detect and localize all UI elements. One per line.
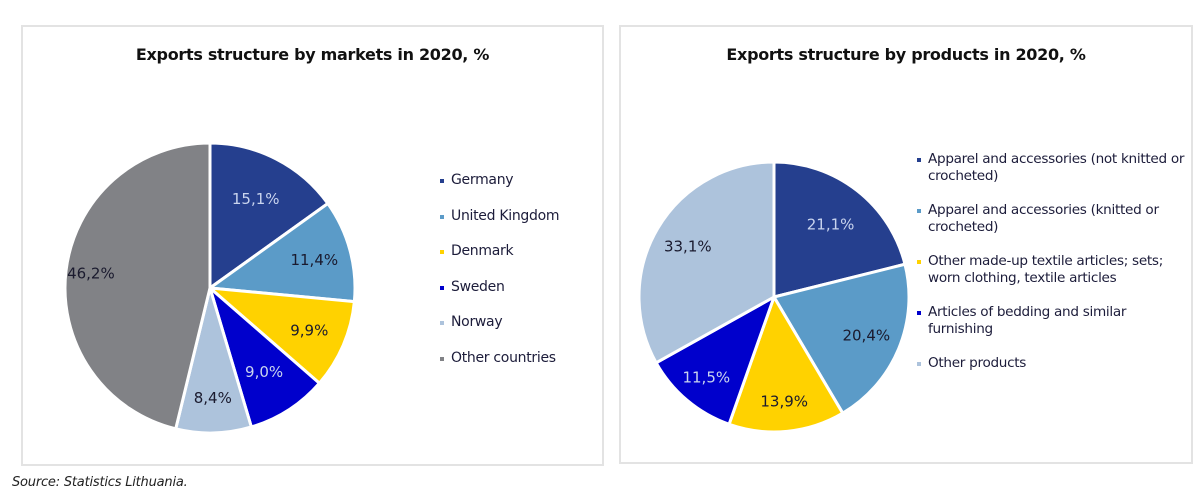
legend-label: Apparel and accessories (knitted or croc… [928, 202, 1159, 235]
legend-marker-icon [917, 311, 921, 315]
legend-item: Apparel and accessories (not knitted or … [917, 151, 1185, 185]
legend-label: Apparel and accessories (not knitted or … [928, 151, 1185, 184]
pie-slice-united-kingdom [208, 202, 357, 304]
data-label: 11,4% [290, 251, 338, 269]
legend-label: Other countries [451, 349, 556, 366]
products-pie-chart: 21,1% 20,4% 13,9% 11,5% 33,1% [637, 160, 911, 434]
legend-marker-icon [917, 260, 921, 264]
legend-item: Other made-up textile articles; sets; wo… [917, 253, 1185, 287]
legend-marker-icon [440, 285, 444, 290]
legend-label: United Kingdom [451, 207, 560, 224]
data-label: 15,1% [232, 190, 280, 208]
pie-slice-sweden [208, 286, 321, 429]
data-label: 33,1% [664, 237, 712, 255]
legend-label: Denmark [451, 243, 514, 259]
legend-item: Articles of bedding and similar furnishi… [917, 304, 1185, 338]
legend-item: Norway [440, 314, 559, 331]
data-label: 9,0% [245, 363, 283, 381]
legend-label: Articles of bedding and similar furnishi… [928, 304, 1127, 337]
legend-marker-icon [440, 250, 444, 254]
legend-marker-icon [440, 179, 444, 183]
legend-label: Sweden [451, 278, 505, 295]
legend-item: Denmark [440, 243, 559, 260]
markets-chart-title: Exports structure by markets in 2020, % [135, 45, 490, 64]
products-chart-title: Exports structure by products in 2020, % [726, 45, 1086, 64]
data-label: 8,4% [194, 389, 232, 407]
legend-item: United Kingdom [440, 208, 559, 225]
products-legend: Apparel and accessories (not knitted or … [917, 151, 1185, 389]
legend-label: Norway [451, 314, 503, 330]
legend-item: Germany [440, 172, 559, 189]
pie-slice-apparel-and-accessories-not-knitted-or-crocheted [772, 160, 907, 299]
pie-slice-denmark [208, 286, 356, 385]
source-note: Source: Statistics Lithuania. [12, 475, 188, 490]
pie-slice-apparel-and-accessories-knitted-or-crocheted [772, 262, 911, 415]
legend-marker-icon [440, 214, 444, 219]
pie-slice-other-made-up-textile-articles-sets-worn-clothing-textile-articles [727, 295, 845, 434]
legend-marker-icon [917, 158, 921, 162]
legend-marker-icon [917, 362, 921, 366]
data-label: 13,9% [760, 393, 808, 411]
pie-slice-other-countries [63, 141, 212, 431]
legend-label: Germany [451, 172, 514, 188]
legend-marker-icon [917, 209, 921, 213]
legend-item: Other countries [440, 350, 559, 367]
data-label: 11,5% [682, 368, 730, 386]
data-label: 46,2% [67, 265, 115, 283]
legend-label: Other products [928, 355, 1027, 371]
markets-chart-panel: Exports structure by markets in 2020, % … [21, 25, 604, 466]
markets-pie-chart: 15,1% 11,4% 9,9% 9,0% 8,4% 46,2% [63, 141, 357, 435]
legend-item: Apparel and accessories (knitted or croc… [917, 202, 1185, 236]
products-chart-panel: Exports structure by products in 2020, %… [619, 25, 1193, 464]
data-label: 20,4% [842, 327, 890, 345]
legend-item: Sweden [440, 279, 559, 296]
legend-marker-icon [440, 321, 444, 325]
legend-item: Other products [917, 355, 1185, 372]
data-label: 21,1% [807, 216, 855, 234]
legend-marker-icon [440, 356, 444, 361]
markets-legend: Germany United Kingdom Denmark Sweden Norway… [440, 172, 559, 385]
pie-slice-germany [208, 141, 330, 290]
legend-label: Other made-up textile articles; sets; wo… [928, 253, 1163, 286]
data-label: 9,9% [290, 322, 328, 340]
pie-slice-articles-of-bedding-and-similar-furnishing [654, 295, 776, 426]
pie-slice-other-products [637, 160, 776, 365]
